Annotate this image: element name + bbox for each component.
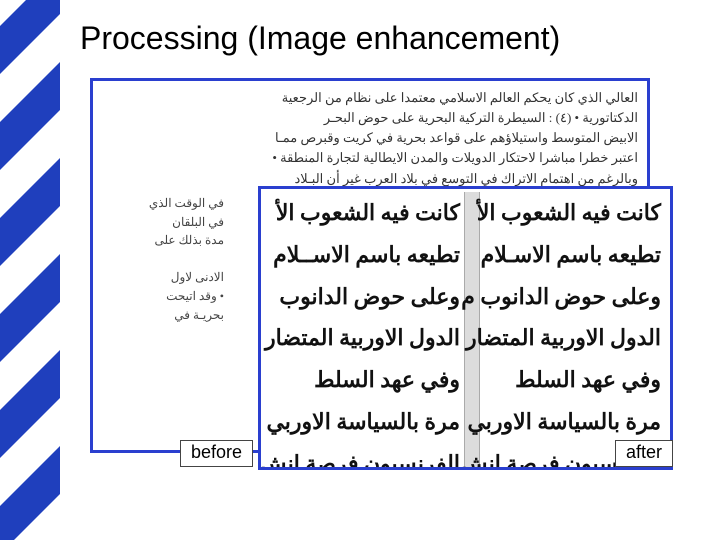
after-left-text: ﻛﺎﻧﺖ ﻓﻴﻪ اﻟﺸﻌﻮب اﻷ تطيعه باسم الاســلام …	[270, 192, 460, 470]
after-label: after	[615, 440, 673, 467]
slide-title: Processing (Image enhancement)	[80, 20, 560, 57]
before-left-text: في الوقت الذي في البلقان مدة بذلك على ال…	[104, 194, 224, 324]
after-image: ﻛﺎﻧﺖ ﻓﻴﻪ اﻟﺸﻌﻮب اﻷ تطيعه باسم الاســلام …	[264, 192, 667, 464]
before-label: before	[180, 440, 253, 467]
decorative-sidebar	[0, 0, 60, 540]
after-image-panel: ﻛﺎﻧﺖ ﻓﻴﻪ اﻟﺸﻌﻮب اﻷ تطيعه باسم الاســلام …	[258, 186, 673, 470]
after-right-text: ﻛﺎﻧﺖ ﻓﻴﻪ اﻟﺸﻌﻮب اﻷ تطيعه باسم الاسـلام و…	[470, 192, 661, 470]
